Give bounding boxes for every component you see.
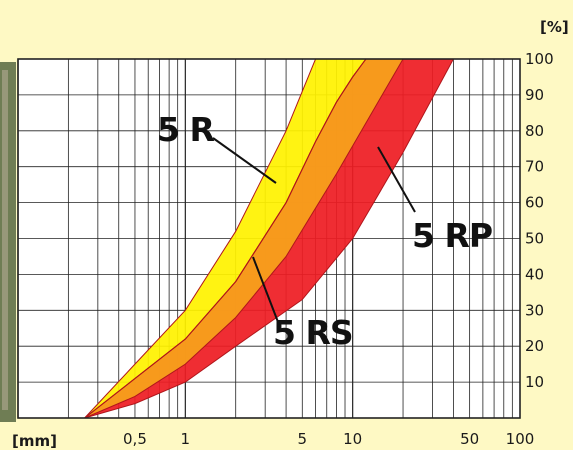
band-boundaries (84, 58, 454, 419)
band-label-5-rp: 5 RP (412, 216, 492, 255)
x-tick-label: 0,5 (123, 430, 147, 448)
callout-line-5-r (212, 137, 277, 184)
callout-line-5-rp (377, 146, 416, 213)
y-tick-label: 50 (525, 230, 544, 248)
x-tick-label: 1 (181, 430, 191, 448)
x-tick-labels: 0,5 1 5 10 50 100 (123, 430, 534, 448)
y-tick-label: 30 (525, 301, 544, 319)
x-tick-label: 50 (460, 430, 479, 448)
band-label-5-r: 5 R (157, 110, 214, 149)
x-tick-label: 5 (298, 430, 308, 448)
band-label-5-rs: 5 RS (273, 313, 353, 352)
photo-strip-highlight (2, 70, 8, 410)
y-tick-label: 70 (525, 158, 544, 176)
y-tick-label: 40 (525, 265, 544, 283)
callout-line-5-rs (252, 256, 279, 323)
x-tick-label: 100 (506, 430, 535, 448)
x-tick-label: 10 (343, 430, 362, 448)
band-callouts: 5 R 5 RS 5 RP (157, 110, 493, 352)
y-tick-label: 60 (525, 194, 544, 212)
plot-frame (17, 58, 521, 419)
band-5-r (84, 59, 366, 418)
boundary-lower-5-rs (84, 58, 404, 419)
x-unit-label: [mm] (12, 432, 57, 450)
y-tick-label: 20 (525, 337, 544, 355)
y-tick-label: 80 (525, 122, 544, 140)
boundary-lower-5-r (84, 58, 367, 419)
y-tick-label: 10 (525, 373, 544, 391)
y-tick-label: 100 (525, 50, 554, 68)
band-5-rs (84, 59, 404, 418)
y-tick-labels: 10 20 30 40 50 60 70 80 90 100 (525, 50, 554, 391)
y-tick-label: 90 (525, 86, 544, 104)
bands (84, 59, 454, 418)
y-unit-label: [%] (540, 18, 569, 36)
boundary-lower-5-rp (84, 58, 454, 419)
